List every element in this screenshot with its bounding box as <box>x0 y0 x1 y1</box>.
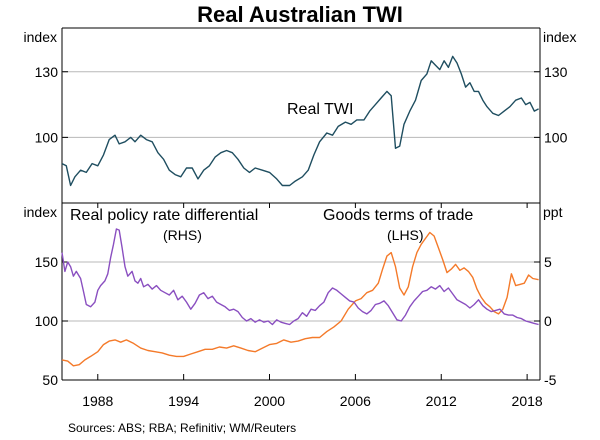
top-right-tick-label: 130 <box>544 64 568 80</box>
series-lines <box>61 55 539 367</box>
top-right-tick-label: 100 <box>544 129 568 145</box>
x-tick-label: 2018 <box>512 393 543 409</box>
top-left-tick-label: 130 <box>35 64 59 80</box>
bottom-right-tick-label: -5 <box>544 372 557 388</box>
x-tick-label: 2006 <box>340 393 371 409</box>
real-twi-line <box>61 55 539 187</box>
policy-rate-axis-label: (RHS) <box>163 227 202 243</box>
x-tick-label: 2000 <box>254 393 285 409</box>
bottom-left-tick-label: 150 <box>35 254 59 270</box>
policy-rate-label: Real policy rate differential <box>70 207 258 224</box>
real-twi-label: Real TWI <box>287 101 353 118</box>
top-right-unit: index <box>543 29 576 45</box>
chart-title: Real Australian TWI <box>197 2 403 27</box>
bottom-left-tick-label: 100 <box>35 313 59 329</box>
bottom-right-tick-label: 5 <box>544 254 552 270</box>
terms-of-trade-line <box>61 231 539 367</box>
top-left-tick-label: 100 <box>35 129 59 145</box>
bottom-right-unit: ppt <box>543 204 563 220</box>
ticks: 100 130 100 130 50 100 150 -5 0 5 1988 1994 2000 2006… <box>35 64 568 409</box>
top-left-unit: index <box>24 29 57 45</box>
terms-of-trade-label: Goods terms of trade <box>323 207 473 224</box>
x-tick-label: 1988 <box>82 393 113 409</box>
x-tick-label: 1994 <box>168 393 199 409</box>
x-tick-label: 2012 <box>426 393 457 409</box>
bottom-right-tick-label: 0 <box>544 313 552 329</box>
source-note: Sources: ABS; RBA; Refinitiv; WM/Reuters <box>68 421 296 435</box>
bottom-left-unit: index <box>24 204 57 220</box>
policy-rate-differential-line <box>61 228 539 326</box>
terms-of-trade-axis-label: (LHS) <box>387 227 424 243</box>
bottom-left-tick-label: 50 <box>42 372 58 388</box>
